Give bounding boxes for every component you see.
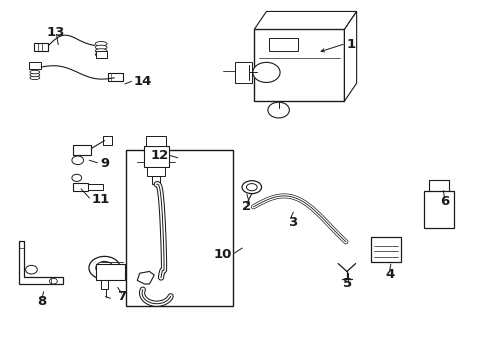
Bar [73, 183, 88, 192]
Bar [143, 146, 168, 167]
Ellipse shape [30, 70, 40, 74]
Ellipse shape [246, 184, 257, 191]
Text: 4: 4 [385, 268, 394, 281]
Bar [234, 62, 251, 83]
Ellipse shape [89, 256, 120, 279]
Text: 11: 11 [91, 193, 109, 206]
Ellipse shape [242, 181, 261, 194]
Polygon shape [137, 271, 154, 284]
Text: 13: 13 [46, 27, 64, 40]
Text: 10: 10 [213, 248, 232, 261]
Ellipse shape [30, 76, 40, 80]
Bar [88, 184, 103, 190]
Ellipse shape [25, 265, 37, 274]
Ellipse shape [96, 261, 113, 274]
Text: 1: 1 [346, 38, 355, 51]
Ellipse shape [49, 278, 57, 284]
Bar [254, 30, 344, 101]
Ellipse shape [72, 156, 83, 165]
Bar [126, 150, 232, 306]
Bar [34, 43, 48, 51]
Text: 3: 3 [287, 216, 296, 229]
Text: 9: 9 [101, 157, 109, 170]
Bar [96, 264, 125, 280]
Bar [73, 145, 91, 155]
Text: 6: 6 [439, 195, 448, 208]
Text: 7: 7 [117, 291, 126, 303]
Ellipse shape [95, 52, 107, 57]
Ellipse shape [267, 102, 289, 118]
Bar [268, 39, 298, 51]
Bar [101, 280, 108, 289]
Text: 2: 2 [242, 200, 251, 213]
Ellipse shape [95, 41, 107, 46]
Polygon shape [19, 241, 63, 284]
Ellipse shape [95, 45, 107, 49]
Ellipse shape [72, 174, 81, 181]
Bar [96, 51, 107, 58]
Bar [108, 73, 122, 81]
Ellipse shape [30, 73, 40, 77]
Polygon shape [254, 12, 356, 30]
Bar [103, 136, 112, 145]
Bar [147, 167, 164, 176]
Text: 8: 8 [38, 296, 47, 309]
Text: 12: 12 [150, 149, 168, 162]
Bar [423, 191, 453, 228]
Bar [152, 176, 159, 184]
Polygon shape [344, 12, 356, 101]
Bar [146, 136, 166, 146]
Ellipse shape [252, 62, 280, 82]
Bar [370, 237, 400, 262]
Ellipse shape [95, 49, 107, 53]
Text: 5: 5 [343, 278, 352, 291]
Bar [29, 62, 41, 69]
Text: 14: 14 [133, 75, 151, 88]
